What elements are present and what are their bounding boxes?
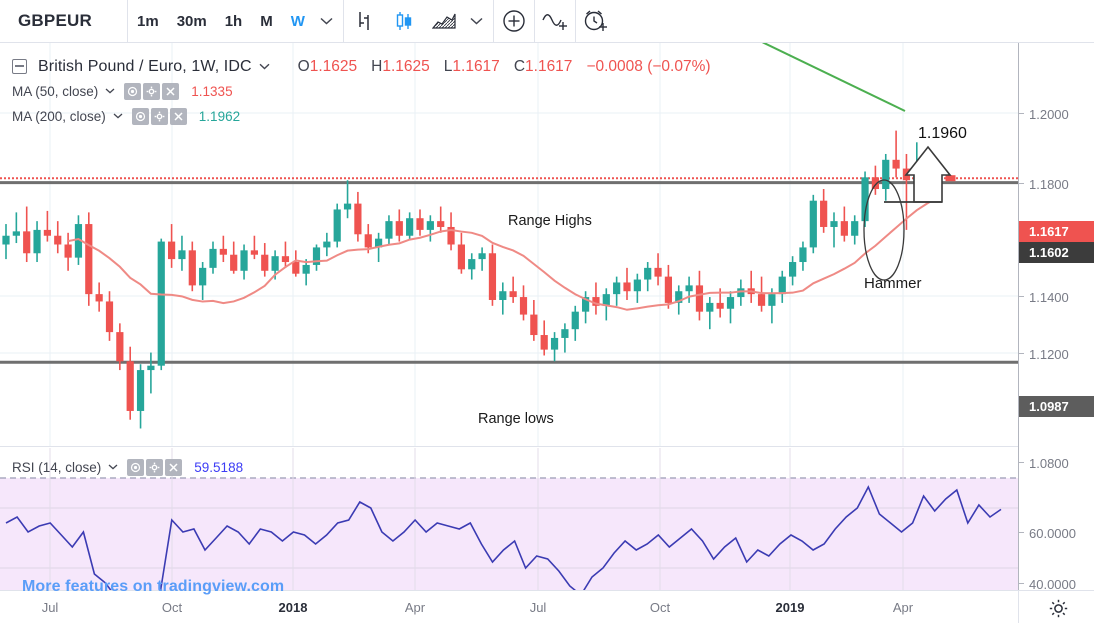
time-axis-divider (1018, 591, 1019, 623)
eye-icon[interactable] (127, 458, 145, 476)
ohlc-label-c: C (513, 57, 526, 75)
ohlc-value-c: 1.1617 (525, 57, 573, 75)
eye-icon[interactable] (131, 107, 149, 125)
price-axis-tick: 1.1400 (1019, 290, 1094, 305)
chevron-down-icon[interactable] (259, 63, 270, 70)
legend-title: British Pound / Euro, 1W, IDC (38, 57, 252, 75)
area-chart-icon[interactable] (424, 0, 464, 43)
ohlc-label-o: O (297, 57, 310, 75)
price-axis-tick: 1.2000 (1019, 107, 1094, 122)
annotation-range-highs: Range Highs (508, 213, 592, 229)
rsi-controls (127, 458, 184, 476)
tradingview-watermark: More features on tradingview.com (22, 578, 285, 595)
time-axis-label: Oct (649, 600, 671, 615)
gear-icon[interactable] (150, 107, 168, 125)
gear-icon[interactable] (146, 458, 164, 476)
rsi-chart-canvas[interactable] (0, 448, 1018, 623)
gear-icon[interactable] (143, 82, 161, 100)
resolution-W[interactable]: W (290, 12, 305, 30)
rsi-pane[interactable] (0, 448, 1018, 623)
rsi-axis-tick: 40.0000 (1019, 577, 1094, 592)
bar-chart-icon[interactable] (344, 0, 384, 43)
time-axis[interactable]: Jul Oct 2018 Apr Jul Oct 2019 Apr (0, 590, 1094, 623)
add-compare-icon[interactable] (494, 0, 534, 43)
study-value: 1.1335 (191, 83, 233, 99)
toolbar-divider (533, 0, 535, 43)
rsi-value: 59.5188 (194, 459, 244, 475)
time-axis-label: 2019 (775, 600, 805, 615)
price-axis-badge: 1.1602 (1019, 242, 1094, 263)
rsi-legend: RSI (14, close) 59.5188 (12, 456, 243, 478)
close-icon[interactable] (165, 458, 183, 476)
add-alert-icon[interactable] (576, 0, 616, 43)
annotation-target-price: 1.1960 (918, 125, 967, 142)
price-axis-tick: 1.1200 (1019, 347, 1094, 362)
price-axis[interactable]: 1.2000 1.1800 1.1400 1.1200 1.0800 60.0000 40.… (1019, 43, 1094, 592)
rsi-axis-tick: 60.0000 (1019, 526, 1094, 541)
legend-study-ma200: MA (200, close) 1.1962 (12, 105, 711, 127)
chevron-down-icon[interactable] (108, 464, 118, 470)
chevron-down-icon[interactable] (464, 0, 493, 43)
symbol-button[interactable]: GBPEUR (0, 0, 128, 43)
time-axis-label: Jul (41, 600, 59, 615)
time-axis-label: Oct (161, 600, 183, 615)
pane-divider (0, 446, 1018, 447)
annotation-range-lows: Range lows (478, 411, 554, 427)
chevron-down-icon[interactable] (314, 0, 343, 43)
toolbar-divider (574, 0, 576, 43)
toolbar-divider (492, 0, 494, 43)
ohlc-value-h: 1.1625 (382, 57, 430, 75)
price-axis-tick: 1.1800 (1019, 177, 1094, 192)
rsi-study-name: RSI (14, close) (12, 459, 102, 475)
price-axis-badge: 1.0987 (1019, 396, 1094, 417)
chart-frame: Range Highs Range lows Hammer 1.1960 Mor… (0, 43, 1094, 623)
collapse-icon[interactable] (12, 59, 27, 74)
time-axis-label: Jul (529, 600, 547, 615)
resolution-1m[interactable]: 1m (137, 12, 159, 30)
resolution-M[interactable]: M (260, 12, 273, 30)
price-axis-tick: 1.0800 (1019, 456, 1094, 471)
gear-icon[interactable] (1046, 596, 1070, 620)
resolution-30m[interactable]: 30m (176, 12, 207, 30)
price-axis-divider (1018, 43, 1019, 590)
ohlc-value-l: 1.1617 (452, 57, 500, 75)
study-value: 1.1962 (198, 108, 241, 124)
legend-study-ma50: MA (50, close) 1.1335 (12, 80, 711, 102)
ohlc-values: O 1.1625 H 1.1625 L 1.1617 C 1.1617 −0.0008 … (298, 58, 711, 76)
ohlc-value-o: 1.1625 (309, 57, 358, 75)
eye-icon[interactable] (124, 82, 142, 100)
time-axis-label: Apr (892, 600, 914, 615)
close-icon[interactable] (162, 82, 180, 100)
ohlc-change: −0.0008 (−0.07%) (586, 57, 711, 75)
annotation-hammer: Hammer (864, 275, 922, 292)
price-axis-badge: 1.1617 (1019, 221, 1094, 242)
ohlc-label-l: L (443, 57, 453, 75)
study-controls (131, 107, 189, 125)
study-name: MA (200, close) (12, 108, 106, 124)
chevron-down-icon[interactable] (105, 88, 115, 94)
top-toolbar: GBPEUR 1m 30m 1h M W (0, 0, 1094, 43)
resolution-group: 1m 30m 1h M W (128, 0, 344, 43)
add-indicator-icon[interactable] (535, 0, 575, 43)
chart-type-group (344, 0, 493, 43)
ohlc-label-h: H (371, 57, 383, 75)
close-icon[interactable] (169, 107, 187, 125)
time-axis-label: Apr (404, 600, 426, 615)
symbol-label: GBPEUR (18, 11, 92, 30)
time-axis-label: 2018 (278, 600, 308, 615)
study-controls (124, 82, 181, 100)
study-name: MA (50, close) (12, 83, 99, 99)
candlestick-chart-icon[interactable] (384, 0, 424, 43)
resolution-1h[interactable]: 1h (224, 12, 243, 30)
chevron-down-icon[interactable] (113, 113, 123, 119)
